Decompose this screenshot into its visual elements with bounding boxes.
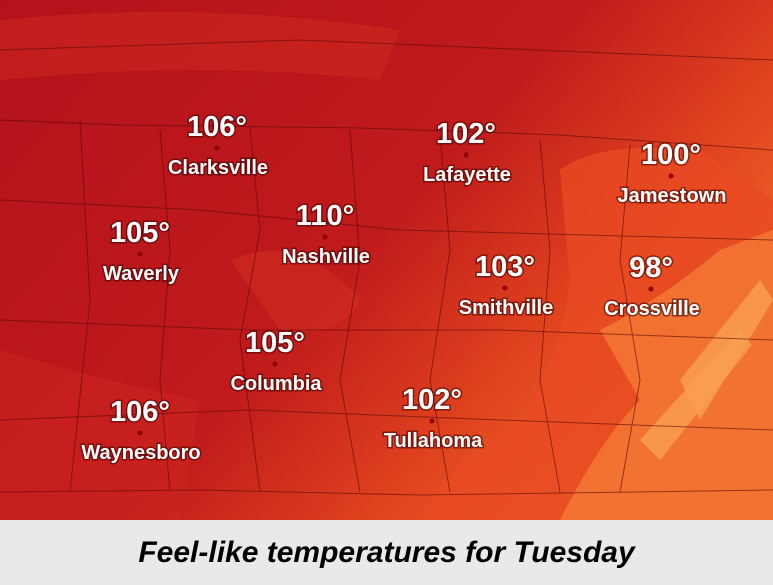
city-name: Waynesboro — [81, 442, 200, 464]
city-temp: 102° — [436, 118, 496, 150]
caption: Feel-like temperatures for Tuesday — [0, 520, 773, 585]
city-name: Crossville — [604, 298, 700, 320]
city-dot — [322, 234, 328, 240]
city-dot — [429, 418, 435, 424]
city-name: Columbia — [230, 373, 322, 395]
city-dot — [272, 361, 278, 367]
city-name: Smithville — [459, 297, 553, 319]
city-name: Lafayette — [423, 164, 511, 186]
city-temp: 98° — [629, 252, 673, 284]
county-lines — [0, 39, 773, 496]
heat-map: 106° Clarksville 102° Lafayette 100° Jamestow… — [0, 0, 773, 520]
city-name: Nashville — [282, 246, 370, 268]
city-temp: 106° — [110, 396, 170, 428]
city-dot — [648, 286, 654, 292]
city-name: Waverly — [103, 263, 180, 285]
city-dot — [668, 173, 674, 179]
city-temp: 110° — [296, 200, 354, 232]
city-dot — [502, 285, 508, 291]
city-temp: 100° — [641, 139, 701, 171]
city-name: Jamestown — [618, 185, 727, 207]
city-temp: 102° — [402, 384, 462, 416]
city-temp: 105° — [245, 327, 305, 359]
city-name: Tullahoma — [384, 430, 483, 452]
city-dot — [137, 251, 143, 257]
city-dot — [214, 145, 220, 151]
city-temp: 106° — [187, 111, 247, 143]
city-temp: 105° — [110, 217, 170, 249]
city-dot — [463, 152, 469, 158]
city-temp: 103° — [475, 251, 535, 283]
city-name: Clarksville — [168, 157, 268, 179]
city-dot — [137, 430, 143, 436]
